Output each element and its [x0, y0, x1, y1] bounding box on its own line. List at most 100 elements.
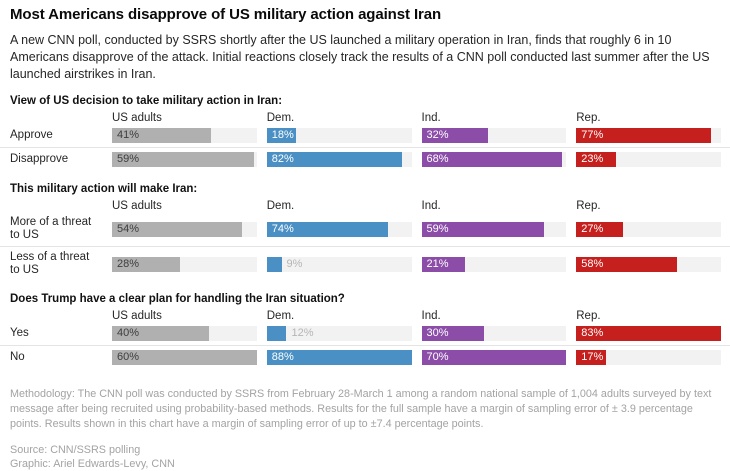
bar-fill: 58% — [576, 256, 678, 272]
row-label: Approve — [10, 129, 53, 141]
section-grid: US adults Dem. Ind. Rep. Yes 40% 12% 30% 83% No 60… — [0, 310, 730, 365]
bar-track: 59% — [112, 152, 257, 167]
row-label: More of a threat to US — [10, 216, 92, 241]
column-header: Ind. — [421, 310, 441, 322]
bar-cell: 23% — [576, 152, 721, 167]
bar-value-label: 21% — [426, 257, 449, 270]
bar-cell: 18% — [266, 128, 412, 143]
bar-fill: 32% — [421, 128, 488, 143]
bar-track: 27% — [576, 221, 721, 237]
bar-track: 82% — [266, 152, 412, 167]
bar-fill: 59% — [421, 221, 544, 237]
bar-fill: 74% — [266, 221, 389, 237]
bar-track: 68% — [421, 152, 567, 167]
bar-track: 77% — [576, 128, 721, 143]
section-grid: US adults Dem. Ind. Rep. Approve 41% 18% 32% 77%… — [0, 112, 730, 167]
bar-cell: 21% — [421, 256, 567, 272]
poll-chart: View of US decision to take military act… — [0, 95, 730, 365]
bar-value-label: 30% — [426, 327, 449, 339]
bar-value-label: 17% — [581, 351, 604, 363]
bar-track: 40% — [112, 326, 257, 341]
bar-cell: 9% — [266, 256, 412, 272]
bar-track: 59% — [421, 221, 567, 237]
chart-section: Does Trump have a clear plan for handlin… — [0, 293, 730, 365]
bar-track: 28% — [112, 256, 257, 272]
bar-track: 60% — [112, 350, 257, 365]
bar-cell: 30% — [421, 326, 567, 341]
bar-value-label: 9% — [286, 257, 303, 270]
bar-value-label: 18% — [271, 129, 294, 141]
bar-cell: 54% — [112, 221, 257, 237]
bar-track: 58% — [576, 256, 721, 272]
bar-value-label: 74% — [271, 222, 294, 235]
bar-cell: 83% — [576, 326, 721, 341]
bar-value-label: 82% — [271, 153, 294, 165]
column-header: Ind. — [421, 200, 441, 212]
bar-track: 18% — [266, 128, 412, 143]
column-header: US adults — [112, 310, 162, 322]
bar-track: 70% — [421, 350, 567, 365]
column-header: Rep. — [576, 112, 601, 124]
row-divider — [0, 147, 730, 148]
bar-cell: 59% — [421, 221, 567, 237]
bar-cell: 70% — [421, 350, 567, 365]
bar-fill: 17% — [576, 350, 606, 365]
bar-value-label: 54% — [117, 222, 140, 235]
bar-fill: 18% — [266, 128, 297, 143]
bar-cell: 59% — [112, 152, 257, 167]
column-header: US adults — [112, 200, 162, 212]
bar-value-label: 28% — [117, 257, 140, 270]
bar-cell: 68% — [421, 152, 567, 167]
page-subtitle: A new CNN poll, conducted by SSRS shortl… — [10, 33, 710, 81]
bar-value-label: 12% — [291, 327, 314, 339]
section-title: This military action will make Iran: — [10, 183, 198, 195]
bar-cell: 40% — [112, 326, 257, 341]
bar-fill: 70% — [421, 350, 567, 365]
bar-cell: 77% — [576, 128, 721, 143]
source-line: Source: CNN/SSRS polling — [10, 443, 141, 456]
methodology-note: Methodology: The CNN poll was conducted … — [10, 388, 712, 430]
bar-value-label: 88% — [271, 351, 294, 363]
bar-track: 23% — [576, 152, 721, 167]
page-title: Most Americans disapprove of US military… — [10, 6, 442, 23]
bar-fill: 59% — [112, 152, 255, 167]
bar-value-label: 83% — [581, 327, 604, 339]
bar-value-label: 70% — [426, 351, 449, 363]
bar-value-label: 27% — [581, 222, 604, 235]
header-spacer — [10, 119, 102, 122]
bar-value-label: 59% — [117, 153, 140, 165]
row-label: Less of a threat to US — [10, 251, 90, 276]
row-label: Disapprove — [10, 153, 69, 165]
bar-track: 17% — [576, 350, 721, 365]
bar-cell: 60% — [112, 350, 257, 365]
column-header: Rep. — [576, 200, 601, 212]
credit-line: Graphic: Ariel Edwards-Levy, CNN — [10, 457, 175, 470]
bar-cell: 28% — [112, 256, 257, 272]
bar-fill: 21% — [421, 256, 465, 272]
bar-cell: 12% — [266, 326, 412, 341]
bar-value-label: 58% — [581, 257, 604, 270]
bar-fill: 60% — [112, 350, 257, 365]
bar-cell: 17% — [576, 350, 721, 365]
bar-cell: 27% — [576, 221, 721, 237]
bar-track: 74% — [266, 221, 412, 237]
bar-fill: 88% — [266, 350, 412, 365]
section-grid: US adults Dem. Ind. Rep. More of a threat to… — [0, 200, 730, 277]
row-divider — [0, 345, 730, 346]
bar-cell: 74% — [266, 221, 412, 237]
bar-cell: 82% — [266, 152, 412, 167]
column-header: Dem. — [266, 200, 295, 212]
bar-track: 30% — [421, 326, 567, 341]
bar-cell: 41% — [112, 128, 257, 143]
column-header: US adults — [112, 112, 162, 124]
bar-fill: 68% — [421, 152, 563, 167]
bar-cell: 88% — [266, 350, 412, 365]
bar-fill: 40% — [112, 326, 209, 341]
section-title: Does Trump have a clear plan for handlin… — [10, 293, 345, 305]
bar-value-label: 40% — [117, 327, 140, 339]
bar-track: 83% — [576, 326, 721, 341]
source-block: Source: CNN/SSRS polling Graphic: Ariel … — [10, 443, 721, 471]
bar-fill — [266, 326, 287, 341]
bar-track: 12% — [266, 326, 412, 341]
bar-track: 32% — [421, 128, 567, 143]
